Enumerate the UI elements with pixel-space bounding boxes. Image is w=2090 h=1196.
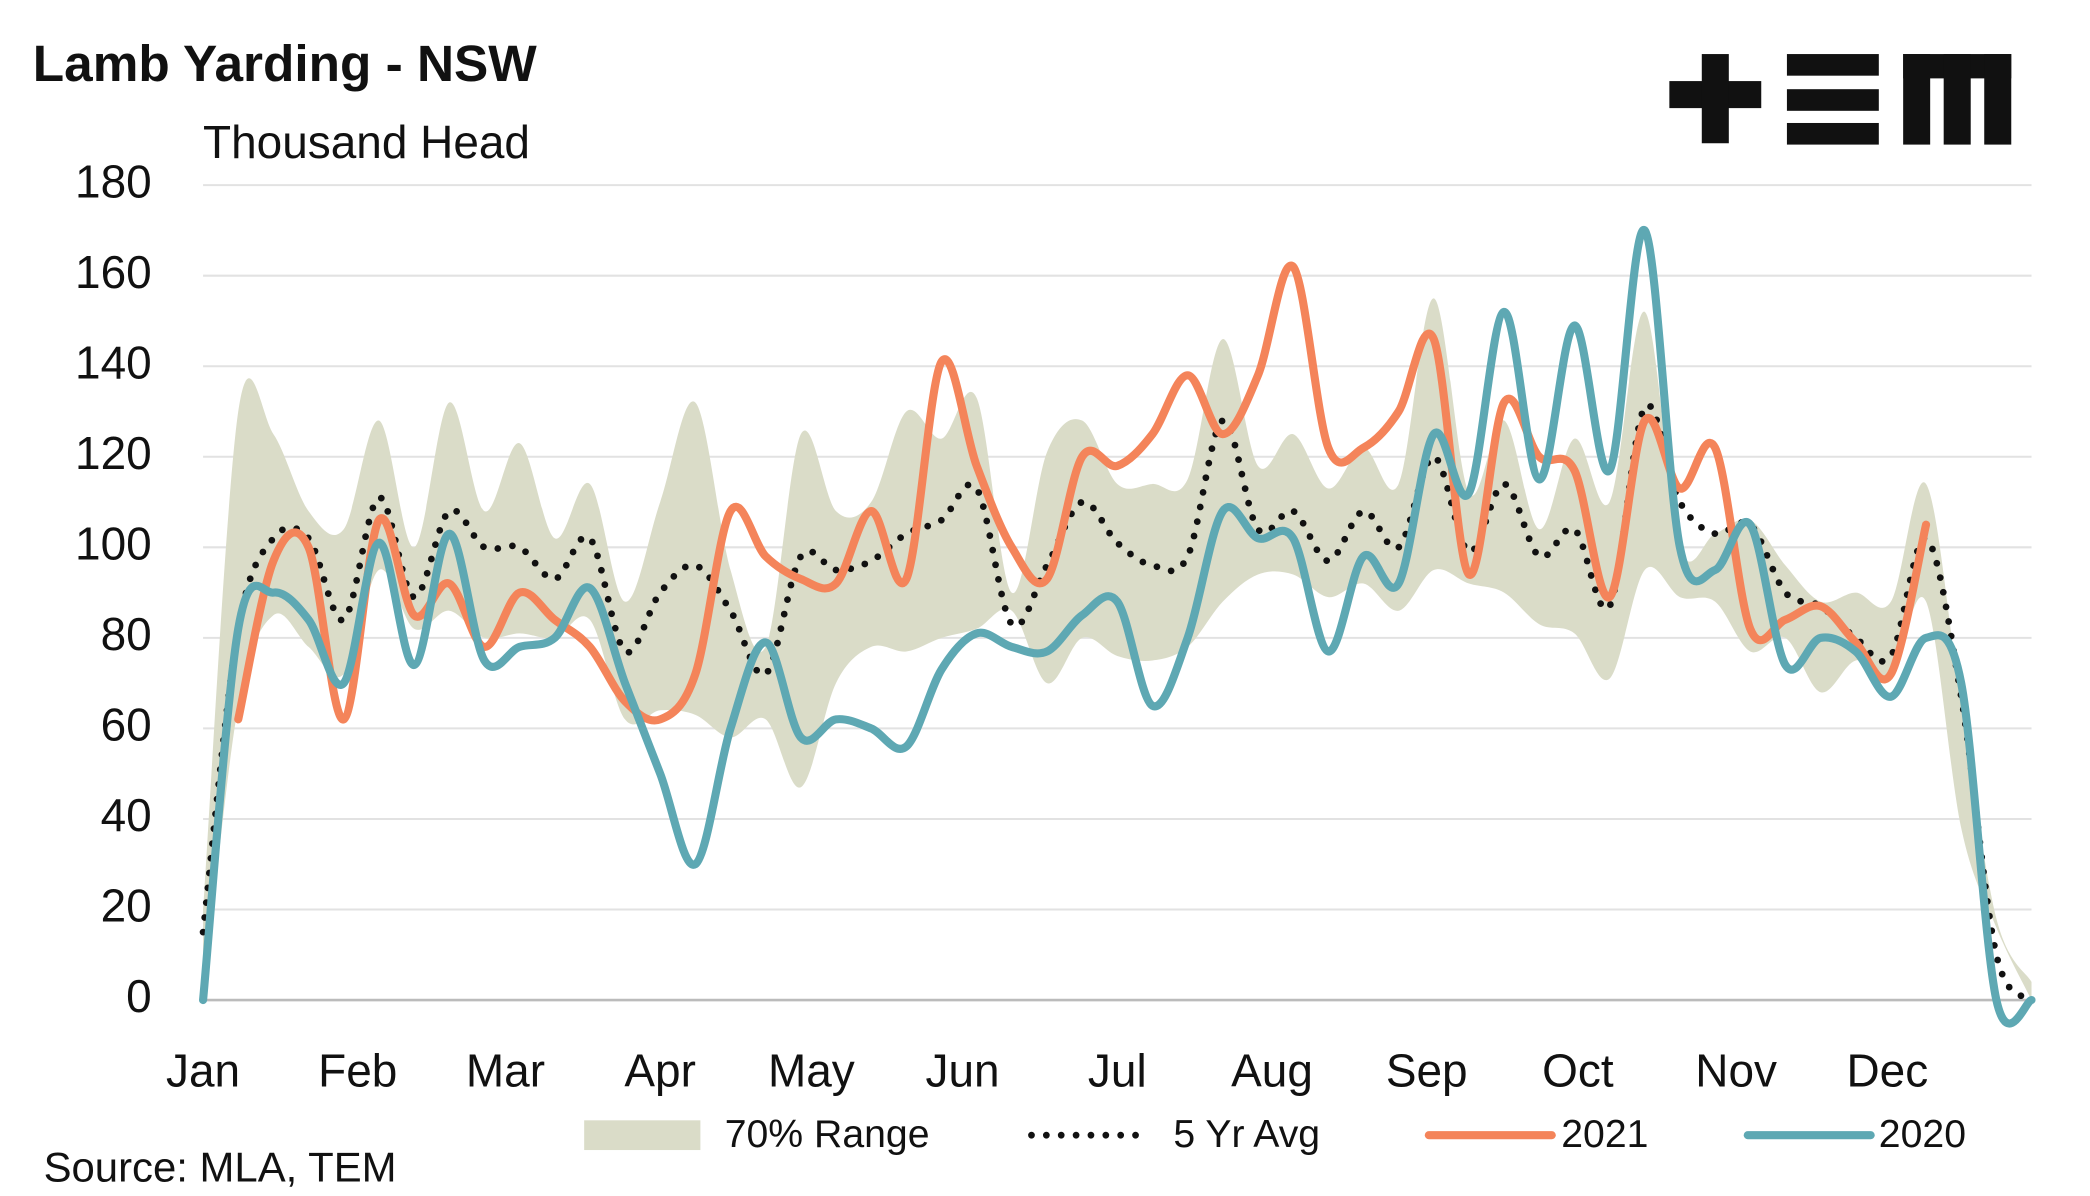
x-tick-label: Mar (466, 1045, 545, 1097)
legend-swatch (584, 1120, 701, 1151)
x-tick-label: Nov (1695, 1045, 1777, 1097)
legend-label: 2020 (1879, 1113, 1966, 1156)
x-tick-label: Apr (624, 1045, 696, 1097)
subtitle: Thousand Head (203, 116, 530, 168)
x-tick-label: Jun (926, 1045, 1000, 1097)
x-tick-label: Oct (1542, 1045, 1614, 1097)
logo (1669, 54, 2012, 145)
x-tick-label: Aug (1231, 1045, 1313, 1097)
y-tick-label: 140 (75, 336, 152, 388)
x-tick-label: Sep (1386, 1045, 1468, 1097)
x-tick-label: Jan (166, 1045, 240, 1097)
legend-label: 2021 (1561, 1113, 1648, 1156)
x-tick-label: Dec (1847, 1045, 1929, 1097)
y-tick-label: 120 (75, 427, 152, 479)
y-tick-label: 100 (75, 517, 152, 569)
y-tick-label: 20 (101, 880, 152, 932)
x-tick-label: Jul (1088, 1045, 1147, 1097)
y-tick-label: 40 (101, 789, 152, 841)
legend-label: 70% Range (725, 1113, 930, 1156)
x-tick-label: Feb (318, 1045, 397, 1097)
x-tick-label: May (768, 1045, 855, 1097)
y-tick-label: 180 (75, 155, 152, 207)
y-tick-label: 160 (75, 246, 152, 298)
y-tick-label: 60 (101, 699, 152, 751)
chart-title: Lamb Yarding - NSW (33, 35, 538, 92)
series-line (234, 261, 1931, 725)
y-tick-label: 80 (101, 608, 152, 660)
series-line (199, 226, 2036, 1028)
y-tick-label: 0 (126, 970, 152, 1022)
legend-label: 5 Yr Avg (1173, 1113, 1320, 1156)
source: Source: MLA, TEM (44, 1143, 397, 1190)
